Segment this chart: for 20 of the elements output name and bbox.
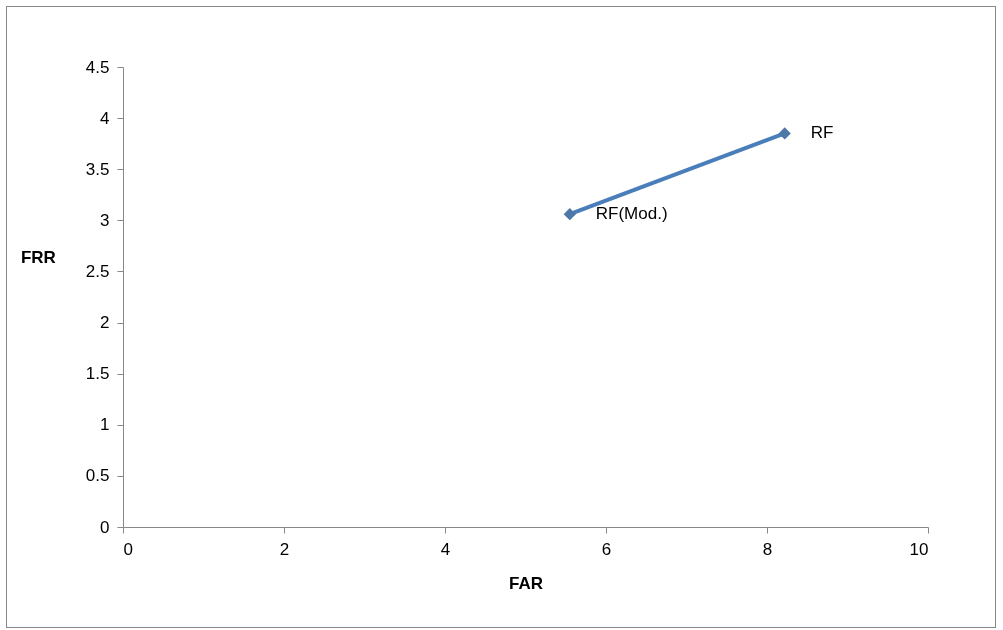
x-tick-label: 4 [440, 539, 451, 559]
y-tick-label: 0 [100, 517, 110, 537]
annotation: RF [810, 123, 834, 143]
y-axis-title: FRR [20, 247, 56, 267]
x-tick-label: 10 [909, 539, 929, 559]
y-tick-label: 1 [100, 415, 110, 435]
y-tick-label: 3.5 [85, 159, 110, 179]
y-tick-label: 3 [100, 210, 110, 230]
annotation: RF(Mod.) [595, 204, 668, 224]
y-tick-label: 1.5 [85, 364, 110, 384]
y-tick-label: 0.5 [85, 466, 110, 486]
x-tick-label: 8 [762, 539, 773, 559]
x-tick-label: 2 [279, 539, 290, 559]
x-axis-title: FAR [509, 573, 543, 593]
x-tick-label: 6 [601, 539, 612, 559]
y-tick-label: 2.5 [85, 261, 110, 281]
x-tick-label: 0 [123, 539, 133, 559]
y-tick-label: 2 [100, 313, 110, 333]
y-tick-label: 4 [100, 108, 110, 128]
y-tick-label: 4.5 [85, 57, 110, 77]
